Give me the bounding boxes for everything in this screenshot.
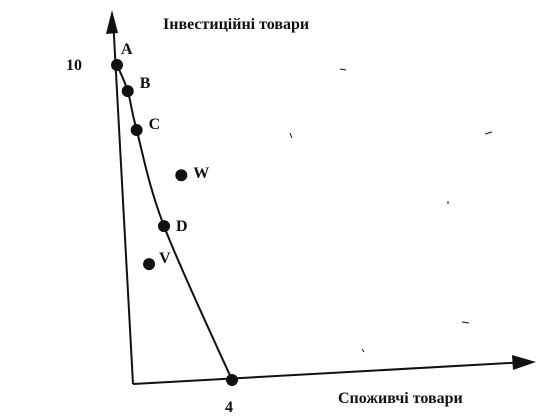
chart-points-group: AB C D W V [111,41,238,386]
point-v-marker [143,258,156,271]
ppf-curve-group [116,64,233,381]
y-axis-line [112,17,134,385]
point-4-marker [226,374,238,386]
point-v-label: V [159,250,171,267]
point-c-label: C [149,116,161,133]
scan-specks [289,68,493,353]
x-axis-label: Споживчі товари [338,390,463,407]
point-d-marker [158,220,171,233]
point-a-label: A [121,41,133,58]
y-tick-label-10: 10 [66,57,82,74]
point-b-marker [121,85,134,98]
point-w-label: W [193,165,209,182]
x-axis-arrowhead [512,355,536,370]
point-w-marker [175,169,188,182]
point-d-label: D [176,218,188,235]
x-tick-label-4: 4 [225,399,233,416]
point-a-marker [111,59,123,71]
y-axis-label: Інвестиційні товари [163,16,309,33]
ppf-curve-line [116,64,233,381]
axes [112,17,529,385]
y-axis-arrowhead [106,10,118,34]
point-b-label: B [140,75,151,92]
x-axis-line [132,361,529,385]
point-c-marker [130,124,143,137]
